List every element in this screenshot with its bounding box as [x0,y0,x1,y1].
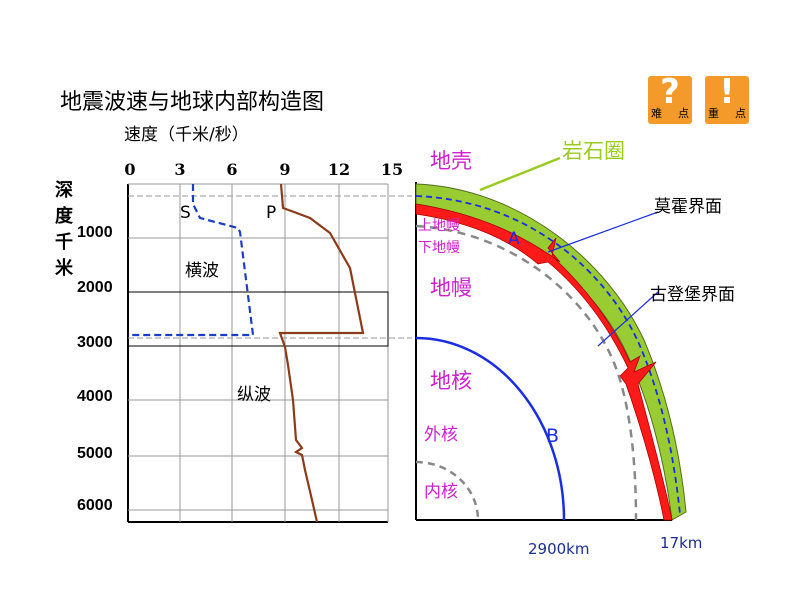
point-a-label: A [508,229,520,249]
s-wave-label: S [180,203,191,223]
depth-tick-6000: 6000 [77,497,113,514]
gutenberg-pointer [597,291,659,347]
chart-title: 地震波速与地球内部构造图 [60,90,325,115]
point-b-label: B [546,425,559,447]
velocity-grid [127,183,412,523]
badge-right-text: 点 [735,107,746,120]
asthenosphere-band [415,203,673,521]
depth-label-char: 度 [55,206,73,227]
p-wave-curve [278,183,365,523]
depth-tick-5000: 5000 [77,445,113,462]
depth-tick-3000: 3000 [77,334,113,351]
difficulty-badge: ? 难 点 [648,72,692,124]
depth-tick-4000: 4000 [77,388,113,405]
depth-tick-1000: 1000 [77,224,113,241]
depth-tick-2000: 2000 [77,279,113,296]
core-label: 地核 [430,369,472,393]
badge-left-text: 重 [708,107,719,120]
crust-label: 地壳 [430,149,472,173]
lower-mantle-label: 下地幔 [418,240,460,256]
lithosphere-inner-dash [415,195,681,515]
speed-tick-0: 0 [124,160,136,179]
speed-tick-15: 15 [380,160,404,179]
moho-pointer [547,211,659,253]
moho-label: 莫霍界面 [654,197,722,217]
outer-core-label: 外核 [424,425,458,445]
inner-core-dash [415,460,480,521]
upper-mantle-label: 上地幔 [418,218,460,234]
question-icon: ? [660,72,680,112]
longitudinal-wave-label: 纵波 [237,385,271,405]
speed-tick-6: 6 [226,160,238,179]
lithosphere-label: 岩石圈 [562,139,625,163]
lithosphere-pointer [479,156,561,192]
depth-label-char: 千 [55,232,73,253]
gutenberg-label: 古登堡界面 [650,285,735,305]
mantle-label: 地幔 [430,276,472,300]
depth-label-char: 深 [55,180,73,201]
depth-label-char: 米 [55,258,73,279]
earth-cross-section [415,156,687,521]
badge-right-text: 点 [678,107,689,120]
inner-core-label: 内核 [424,482,458,502]
speed-axis-label: 速度（千米/秒） [124,125,249,145]
speed-tick-9: 9 [279,160,291,179]
p-wave-label: P [266,203,276,223]
badge-left-text: 难 [651,107,662,120]
speed-tick-3: 3 [174,160,186,179]
exclamation-icon: ! [719,72,735,112]
transverse-wave-label: 横波 [185,261,219,281]
lithosphere-band [415,183,687,521]
speed-tick-12: 12 [327,160,351,179]
core-boundary-arc [415,336,566,521]
crust-bottom-depth: 17km [660,534,702,552]
upper-lower-mantle-dash [415,224,638,521]
core-boundary-depth: 2900km [528,540,589,558]
key-point-badge: ! 重 点 [705,72,749,124]
